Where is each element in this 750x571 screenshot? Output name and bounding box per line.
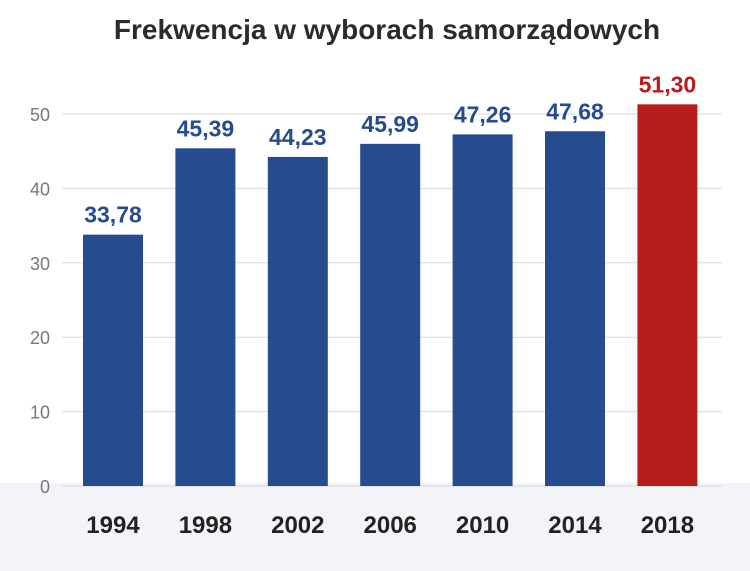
x-tick-label-2006: 2006 [364,512,417,539]
x-tick-label-2010: 2010 [456,512,509,539]
data-label-2014: 47,68 [546,98,604,124]
data-label-2018: 51,30 [639,71,697,97]
bar-2002 [267,156,328,486]
data-label-2002: 44,23 [269,124,327,150]
y-tick-label: 50 [30,105,50,125]
chart-title: Frekwencja w wyborach samorządowych [114,14,660,45]
bars [83,104,698,486]
bar-2014 [545,131,605,486]
y-tick-label: 30 [30,254,50,274]
x-tick-label-2002: 2002 [271,512,324,539]
y-tick-label: 40 [30,179,50,199]
data-label-1994: 33,78 [84,202,142,228]
x-tick-label-2014: 2014 [548,512,602,539]
y-axis: 0 10 20 30 40 50 [30,105,50,497]
y-tick-label: 20 [30,328,50,348]
data-label-2006: 45,99 [361,111,419,137]
data-label-2010: 47,26 [454,101,512,127]
y-tick-label: 0 [40,477,50,497]
bar-1994 [83,234,143,486]
data-labels: 33,78 45,39 44,23 45,99 47,26 47,68 51,30 [84,71,696,227]
x-axis-band [0,483,750,571]
x-tick-label-2018: 2018 [641,512,694,539]
y-tick-label: 10 [30,403,50,423]
x-axis: 1994 1998 2002 2006 2010 2014 2018 [86,512,694,539]
bar-1998 [175,148,236,486]
x-tick-label-1998: 1998 [179,512,232,539]
bar-2018 [637,104,698,486]
bar-2006 [360,143,421,486]
x-tick-label-1994: 1994 [86,512,140,539]
data-label-1998: 45,39 [177,115,235,141]
bar-2010 [452,134,513,486]
